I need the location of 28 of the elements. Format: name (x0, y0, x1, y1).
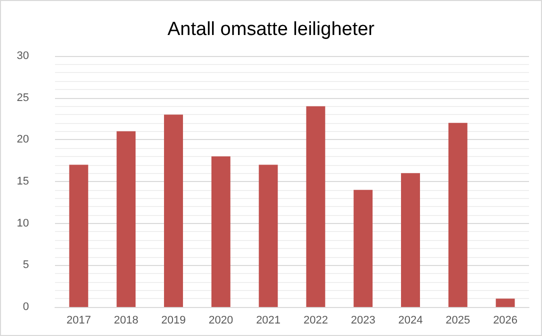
bar (306, 106, 326, 307)
x-tick-label: 2025 (446, 314, 470, 326)
bar (69, 164, 88, 307)
bar (448, 122, 468, 307)
x-tick-label: 2021 (256, 314, 281, 326)
x-tick-label: 2017 (66, 314, 91, 326)
x-tick-label: 2022 (303, 314, 328, 326)
bar (211, 156, 230, 307)
bar (164, 114, 183, 307)
y-tick-label: 20 (16, 134, 29, 146)
y-tick-label: 5 (22, 259, 29, 272)
y-tick-label: 10 (16, 217, 29, 230)
bar (258, 164, 278, 307)
bar (116, 131, 136, 307)
x-tick-label: 2020 (208, 314, 234, 326)
x-tick-label: 2023 (350, 314, 376, 326)
x-tick-label: 2026 (493, 314, 518, 326)
y-tick-label: 25 (16, 92, 29, 104)
y-tick-label: 30 (16, 50, 29, 62)
bar (496, 298, 515, 307)
y-tick-label: 15 (16, 176, 29, 188)
bar (354, 190, 373, 307)
chart-title: Antall omsatte leiligheter (168, 19, 376, 40)
x-tick-label: 2019 (161, 314, 186, 326)
x-tick-label: 2018 (114, 314, 138, 326)
bar (401, 173, 420, 307)
x-tick-label: 2024 (398, 314, 423, 326)
y-tick-label: 0 (22, 301, 29, 313)
